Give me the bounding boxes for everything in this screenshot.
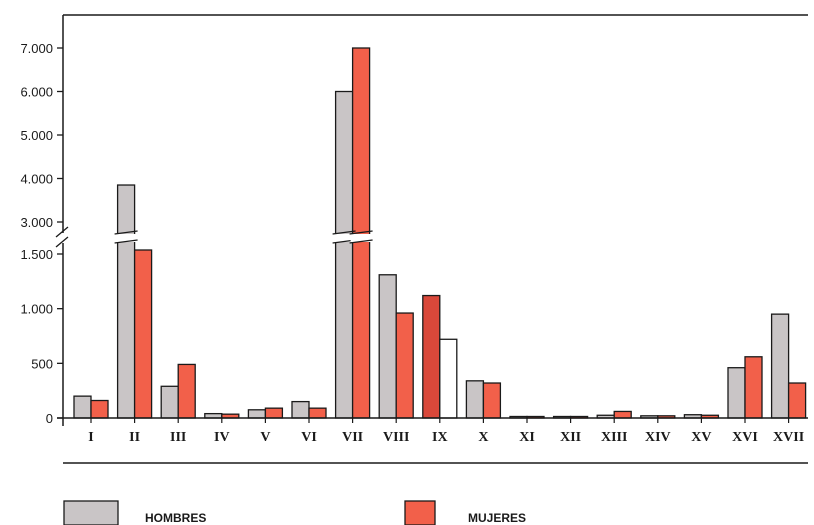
- bar-break-mark: [349, 230, 373, 235]
- bar-break-mark: [332, 230, 356, 235]
- y-tick-label: 3.000: [20, 215, 53, 230]
- y-tick-label: 4.000: [20, 172, 53, 187]
- bar-break-gap: [115, 234, 137, 242]
- bar-break-gap: [333, 234, 355, 242]
- x-tick-label: XIII: [601, 430, 627, 445]
- bar-hombres-IX: [422, 294, 441, 419]
- x-tick-label: X: [478, 430, 488, 445]
- x-tick-label: XVII: [773, 430, 804, 445]
- x-tick-label: XV: [691, 430, 711, 445]
- bar-hombres-III: [160, 385, 179, 419]
- bar-hombres-II: [116, 184, 136, 419]
- bar-mujeres-XVI: [744, 356, 763, 419]
- legend-label-mujeres: MUJERES: [468, 511, 526, 525]
- legend-swatch-hombres: [63, 500, 119, 525]
- bar-break-mark: [349, 239, 373, 244]
- legend: HOMBRES MUJERES: [63, 500, 526, 525]
- y-tick-label: 0: [46, 411, 53, 426]
- x-tick-label: IV: [214, 430, 230, 445]
- x-tick-label: VII: [342, 430, 363, 445]
- bar-hombres-VII: [334, 90, 354, 419]
- bar-hombres-VI: [291, 400, 310, 419]
- x-tick-label: XIV: [645, 430, 671, 445]
- y-tick-label: 1.000: [20, 302, 53, 317]
- x-tick-label: V: [260, 430, 270, 445]
- bar-mujeres-II: [133, 249, 153, 419]
- x-tick-label: VIII: [383, 430, 409, 445]
- bar-hombres-I: [73, 395, 92, 419]
- bar-mujeres-VIII: [395, 312, 414, 419]
- bar-mujeres-XIII: [613, 410, 632, 419]
- bar-mujeres-XVII: [787, 382, 807, 419]
- bar-hombres-XVII: [770, 313, 790, 419]
- bar-mujeres-X: [482, 382, 502, 419]
- plot-frame: [63, 14, 808, 464]
- y-tick-label: 6.000: [20, 85, 53, 100]
- legend-label-hombres: HOMBRES: [145, 511, 206, 525]
- x-tick-label: IX: [432, 430, 448, 445]
- bar-break-mark: [114, 230, 138, 235]
- bar-break-gap: [350, 234, 372, 242]
- bar-break-mark: [114, 239, 138, 244]
- x-tick-label: XI: [519, 430, 535, 445]
- y-axis-break-mark: [55, 226, 69, 238]
- bars: [73, 47, 807, 419]
- bar-hombres-VIII: [378, 274, 397, 419]
- bar-mujeres-V: [264, 407, 284, 419]
- y-axis: 0 500 1.000 1.500 3.000 4.000 5.000 6.000 7.000: [20, 15, 64, 426]
- x-axis: I II III IV V VI VII VIII IX X XI XII XIII XIV XV XVI XV…: [57, 417, 808, 445]
- y-axis-break-gap: [60, 233, 66, 243]
- y-tick-label: 500: [31, 356, 53, 371]
- x-tick-label: III: [170, 430, 186, 445]
- y-tick-label: 5.000: [20, 128, 53, 143]
- x-tick-label: II: [129, 430, 140, 445]
- bar-mujeres-IX: [439, 338, 458, 419]
- y-tick-label: 1.500: [20, 247, 53, 262]
- bar-mujeres-I: [90, 399, 109, 419]
- legend-swatch-mujeres: [404, 500, 436, 525]
- y-axis-break-mark: [55, 236, 69, 248]
- x-tick-label: VI: [301, 430, 317, 445]
- bar-hombres-XVI: [727, 367, 746, 419]
- axis-breaks: [55, 226, 373, 248]
- bar-mujeres-III: [177, 363, 196, 419]
- bar-hombres-V: [247, 409, 267, 419]
- bar-hombres-X: [465, 380, 485, 419]
- bar-mujeres-VI: [308, 407, 327, 419]
- y-tick-label: 7.000: [20, 41, 53, 56]
- x-tick-label: XVI: [732, 430, 758, 445]
- x-tick-label: XII: [560, 430, 581, 445]
- x-tick-label: I: [88, 430, 93, 445]
